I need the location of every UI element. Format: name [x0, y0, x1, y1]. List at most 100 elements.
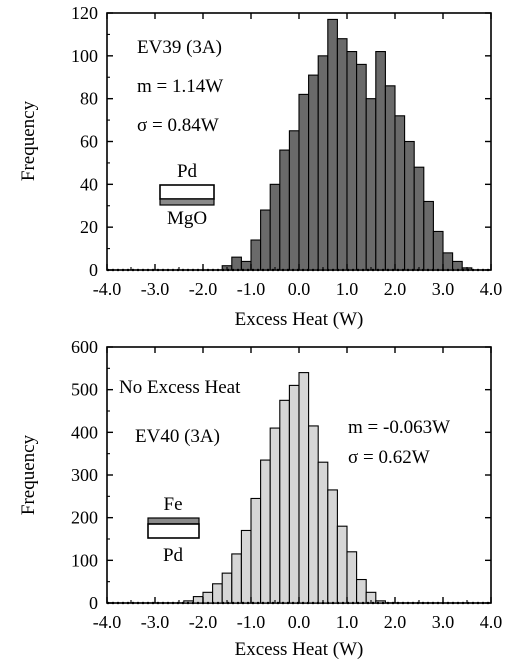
y-tick-label: 80	[80, 89, 98, 109]
histogram-bar	[298, 372, 310, 604]
y-tick-label: 20	[80, 217, 98, 237]
mean-label: m = 1.14W	[137, 76, 223, 97]
histogram-bar	[250, 497, 262, 604]
y-tick-label: 400	[71, 422, 98, 442]
histogram-bar	[394, 115, 406, 271]
inset-top-label: Pd	[177, 161, 198, 182]
histogram-bar	[384, 85, 396, 271]
y-tick-label: 300	[71, 465, 98, 485]
histogram-bar	[250, 239, 262, 271]
x-tick-label: 2.0	[384, 279, 407, 299]
no-excess-heat-label: No Excess Heat	[119, 377, 241, 398]
sample-inset: Fe Pd	[147, 494, 200, 566]
x-tick-label: -2.0	[189, 279, 218, 299]
run-label: EV39 (3A)	[137, 37, 222, 58]
y-tick-label: 100	[71, 550, 98, 570]
y-tick-label: 200	[71, 508, 98, 528]
axes: -4.0 -3.0 -2.0 -1.0 0.0 1.0 2.0 3.0 4.0 0 20 40 60 80…	[71, 3, 502, 299]
y-tick-label: 60	[80, 132, 98, 152]
mean-label: m = -0.063W	[348, 417, 450, 438]
x-tick-label: -3.0	[141, 612, 170, 632]
x-tick-label: -1.0	[237, 279, 266, 299]
bars	[183, 372, 386, 604]
sample-inset: Pd MgO	[159, 161, 215, 229]
x-tick-label: -4.0	[93, 612, 122, 632]
histogram-bar	[240, 260, 252, 271]
histogram-bar	[356, 578, 367, 604]
histogram-bar	[231, 553, 242, 604]
histogram-bar	[279, 149, 290, 271]
histogram-bar	[442, 252, 454, 271]
histogram-bar	[432, 230, 444, 271]
x-tick-label: 3.0	[432, 612, 455, 632]
histogram-bar	[375, 600, 386, 604]
histogram-bar	[260, 209, 271, 271]
histogram-bar	[413, 166, 425, 271]
x-tick-label: 2.0	[384, 612, 407, 632]
histogram-bar	[221, 572, 233, 604]
x-tick-label: 0.0	[288, 612, 311, 632]
histogram-bar	[269, 183, 281, 271]
histogram-bar	[298, 93, 310, 271]
histogram-bar	[202, 591, 214, 604]
x-tick-label: -2.0	[189, 612, 218, 632]
histogram-bar	[269, 427, 281, 604]
histogram-bar	[317, 55, 329, 271]
inset-bottom-label: MgO	[167, 208, 207, 229]
mgo-layer	[159, 198, 215, 206]
histogram-bar	[365, 98, 377, 271]
x-tick-label: 3.0	[432, 279, 455, 299]
x-tick-label: 0.0	[288, 279, 311, 299]
x-tick-label: -3.0	[141, 279, 170, 299]
histogram-bar	[346, 551, 358, 604]
y-tick-label: 0	[89, 260, 98, 280]
y-axis-title: Frequency	[18, 434, 39, 515]
histogram-bar	[327, 489, 338, 604]
fe-layer	[147, 517, 200, 525]
histogram-bar	[317, 461, 329, 604]
histogram-bar	[336, 525, 348, 604]
histogram-ev40: -4.0 -3.0 -2.0 -1.0 0.0 1.0 2.0 3.0 4.0 0 100 200 30…	[18, 337, 502, 660]
x-tick-label: 4.0	[480, 612, 503, 632]
x-axis-title: Excess Heat (W)	[235, 309, 364, 330]
y-tick-label: 500	[71, 380, 98, 400]
histogram-bar	[375, 50, 386, 271]
y-tick-label: 0	[89, 593, 98, 613]
y-axis-title: Frequency	[18, 100, 39, 181]
x-tick-label: 1.0	[336, 612, 359, 632]
y-tick-label: 120	[71, 3, 98, 23]
histogram-bar	[404, 140, 415, 271]
histogram-bar	[423, 200, 434, 271]
run-label: EV40 (3A)	[135, 426, 220, 447]
x-tick-label: -1.0	[237, 612, 266, 632]
x-tick-label: 1.0	[336, 279, 359, 299]
histogram-bar	[260, 459, 271, 604]
histogram-bar	[346, 50, 358, 271]
x-axis-title: Excess Heat (W)	[235, 639, 364, 660]
histogram-bar	[240, 529, 252, 604]
sigma-label: σ = 0.62W	[348, 447, 430, 468]
bars	[221, 18, 473, 271]
histogram-bar	[231, 256, 242, 271]
y-tick-label: 600	[71, 337, 98, 357]
x-tick-label: 4.0	[480, 279, 503, 299]
y-tick-label: 100	[71, 46, 98, 66]
histogram-bar	[452, 260, 463, 271]
histogram-bar	[288, 130, 300, 271]
pd-layer	[147, 523, 200, 539]
inset-bottom-label: Pd	[163, 545, 184, 566]
histogram-bar	[212, 583, 223, 604]
inset-top-label: Fe	[164, 494, 183, 515]
histogram-bar	[356, 63, 367, 271]
histogram-bar	[336, 38, 348, 271]
y-tick-label: 40	[80, 174, 98, 194]
histogram-bar	[327, 18, 338, 271]
sigma-label: σ = 0.84W	[137, 115, 219, 136]
x-tick-label: -4.0	[93, 279, 122, 299]
histogram-bar	[308, 425, 319, 604]
histogram-bar	[279, 399, 290, 604]
histogram-ev39: -4.0 -3.0 -2.0 -1.0 0.0 1.0 2.0 3.0 4.0 0 20 40 60 80…	[18, 3, 502, 330]
pd-layer	[159, 184, 215, 200]
axes: -4.0 -3.0 -2.0 -1.0 0.0 1.0 2.0 3.0 4.0 0 100 200 30…	[71, 337, 502, 632]
